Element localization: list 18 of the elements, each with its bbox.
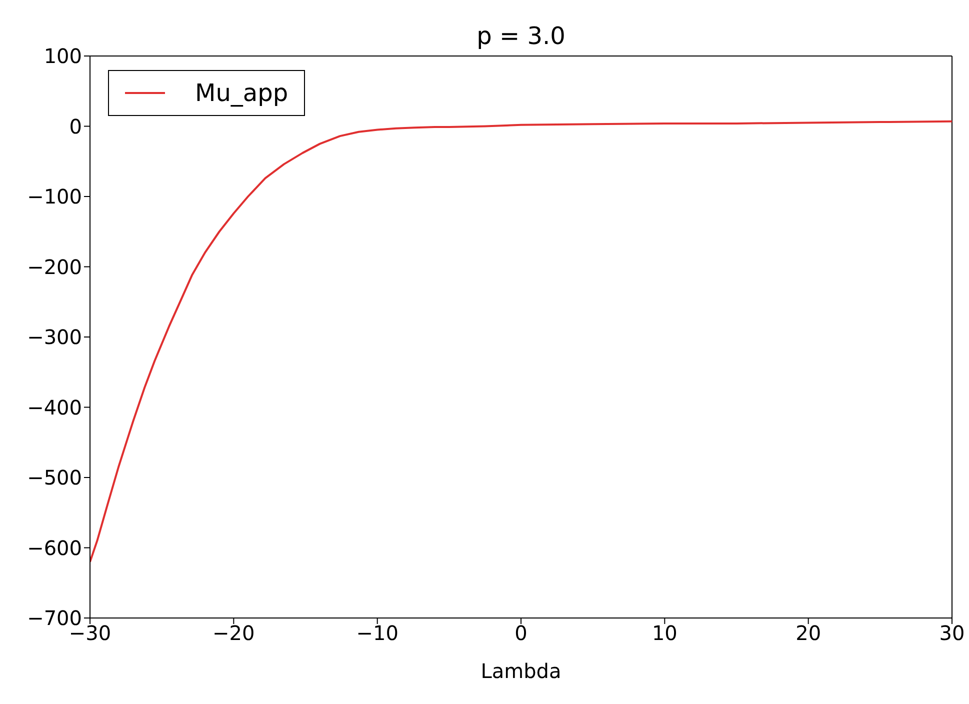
y-tick-label: 100 [44,44,82,68]
x-axis-title: Lambda [480,659,562,683]
y-tick-label: −500 [27,466,82,490]
y-tick-label: 0 [69,114,82,138]
y-tick-label: −400 [27,395,82,420]
x-tick-label: −10 [356,621,398,646]
line-series [90,120,952,563]
chart-title: p = 3.0 [476,22,566,50]
y-tick-label: −200 [27,254,82,279]
x-tick-label: −20 [212,621,255,646]
x-tick-label: 20 [796,621,822,646]
y-tick-label: −300 [27,325,82,350]
x-tick-label: 10 [652,621,678,646]
x-tick-label: 30 [939,621,965,646]
x-tick-label: 0 [514,621,528,646]
legend-label: Mu_app [195,79,288,107]
y-tick-label: −600 [27,536,82,560]
y-tick-label: −100 [27,184,82,209]
